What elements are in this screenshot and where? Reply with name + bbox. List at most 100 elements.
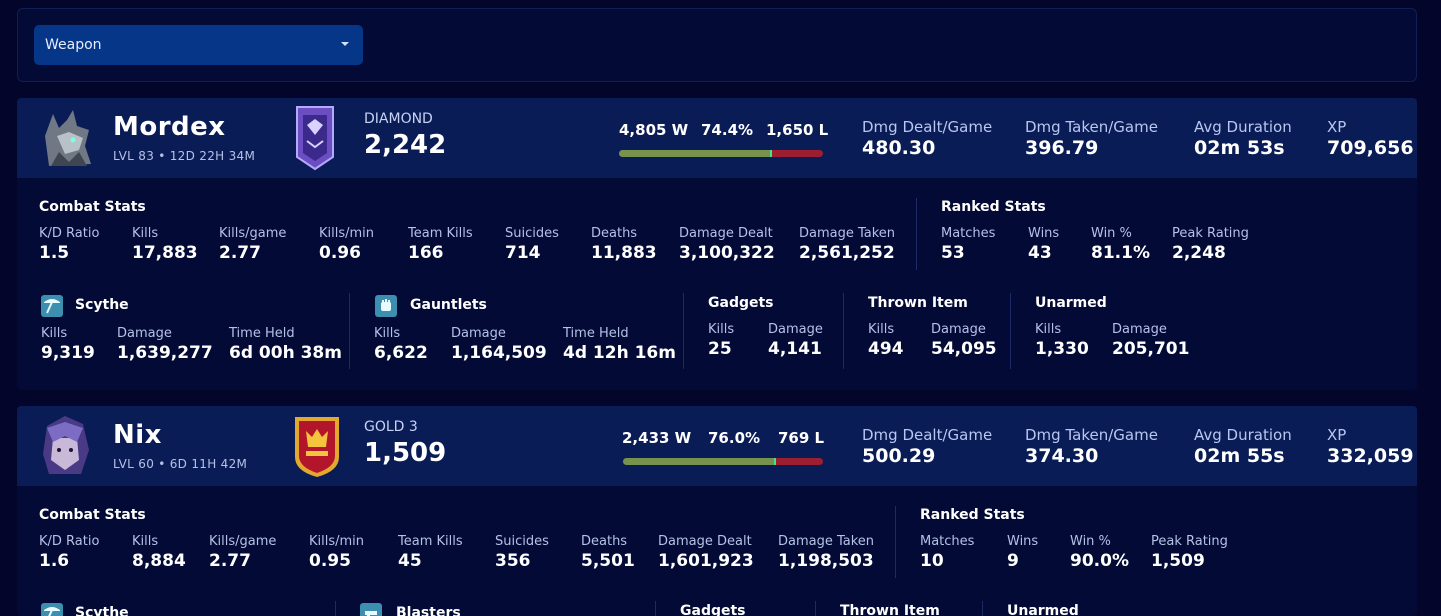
player-card-mordex: Mordex LVL 83 • 12D 22H 34M DIAMOND 2,24…: [17, 98, 1417, 390]
deaths-value: 11,883: [591, 243, 657, 263]
weapon-time-label: Time Held: [563, 326, 629, 341]
scythe-icon: [41, 603, 63, 616]
dmg-taken-game-value: 374.30: [1025, 445, 1099, 467]
player-level: LVL 60 • 6D 11H 42M: [113, 457, 248, 471]
peak-rating-value: 2,248: [1172, 243, 1226, 263]
kills-game-value: 2.77: [219, 243, 261, 263]
player-name: Nix: [113, 420, 162, 450]
peak-rating-label: Peak Rating: [1151, 534, 1228, 549]
weapon-time-label: Time Held: [229, 326, 295, 341]
deaths-label: Deaths: [591, 226, 638, 241]
ranked-stats-title: Ranked Stats: [920, 507, 1025, 523]
unarmed-damage-value: 205,701: [1112, 339, 1190, 359]
gadgets-kills-value: 25: [708, 339, 732, 359]
team-kills-value: 45: [398, 551, 422, 571]
damage-taken-value: 1,198,503: [778, 551, 874, 571]
win-bar-fill: [623, 458, 775, 465]
gauntlets-icon: [375, 295, 397, 317]
diamond-rank-icon: [296, 106, 334, 171]
weapon-damage-label: Damage: [117, 326, 172, 341]
weapon-name: Scythe: [75, 297, 129, 313]
ranked-stats-title: Ranked Stats: [941, 199, 1046, 215]
ranked-wins-value: 9: [1007, 551, 1019, 571]
kd-ratio-label: K/D Ratio: [39, 226, 100, 241]
ranked-wins-label: Wins: [1028, 226, 1060, 241]
damage-taken-value: 2,561,252: [799, 243, 895, 263]
weapon-filter-select[interactable]: Weapon: [34, 25, 363, 65]
player-header: [17, 98, 1417, 178]
weapon-time-value: 4d 12h 16m: [563, 343, 676, 363]
kd-ratio-label: K/D Ratio: [39, 534, 100, 549]
gold-rank-icon: [295, 417, 339, 477]
damage-dealt-value: 3,100,322: [679, 243, 775, 263]
mordex-avatar: [45, 110, 91, 166]
ranked-matches-label: Matches: [920, 534, 975, 549]
dmg-dealt-game-value: 500.29: [862, 445, 936, 467]
weapon-time-value: 6d 00h 38m: [229, 343, 342, 363]
divider: [349, 293, 350, 369]
thrown-item-title: Thrown Item: [868, 295, 968, 311]
nix-avatar: [43, 416, 89, 474]
ranked-matches-value: 10: [920, 551, 944, 571]
ranked-winrate-value: 81.1%: [1091, 243, 1150, 263]
xp-value: 332,059: [1327, 445, 1414, 467]
suicides-value: 356: [495, 551, 531, 571]
player-card-nix: Nix LVL 60 • 6D 11H 42M GOLD 3 1,509 2,4…: [17, 406, 1417, 616]
wins-count: 4,805 W: [619, 121, 689, 139]
thrown-item-title: Thrown Item: [840, 603, 940, 616]
win-bar-marker: [769, 150, 772, 157]
kills-label: Kills: [132, 226, 159, 241]
kills-min-label: Kills/min: [319, 226, 375, 241]
ranked-winrate-label: Win %: [1091, 226, 1132, 241]
avg-duration-label: Avg Duration: [1194, 426, 1292, 444]
divider: [655, 601, 656, 616]
kills-value: 8,884: [132, 551, 186, 571]
thrown-damage-label: Damage: [931, 322, 986, 337]
win-bar-fill: [619, 150, 771, 157]
weapon-name: Blasters: [396, 605, 461, 616]
suicides-label: Suicides: [495, 534, 549, 549]
ranked-matches-label: Matches: [941, 226, 996, 241]
weapon-damage-value: 1,164,509: [451, 343, 547, 363]
kills-game-value: 2.77: [209, 551, 251, 571]
weapon-damage-label: Damage: [451, 326, 506, 341]
divider: [916, 198, 917, 270]
win-loss-bar: [623, 458, 823, 465]
dmg-taken-game-value: 396.79: [1025, 137, 1099, 159]
damage-dealt-label: Damage Dealt: [658, 534, 752, 549]
player-name: Mordex: [113, 112, 226, 142]
thrown-kills-value: 494: [868, 339, 904, 359]
combat-stats-title: Combat Stats: [39, 507, 146, 523]
peak-rating-label: Peak Rating: [1172, 226, 1249, 241]
deaths-label: Deaths: [581, 534, 628, 549]
win-rate: 74.4%: [701, 121, 754, 139]
losses-count: 769 L: [778, 429, 825, 447]
avg-duration-label: Avg Duration: [1194, 118, 1292, 136]
chevron-down-icon: [341, 42, 349, 46]
rank-name: GOLD 3: [364, 419, 418, 435]
divider: [895, 506, 896, 578]
kills-game-label: Kills/game: [219, 226, 287, 241]
xp-label: XP: [1327, 118, 1347, 136]
gadgets-damage-label: Damage: [768, 322, 823, 337]
thrown-kills-label: Kills: [868, 322, 895, 337]
ranked-wins-value: 43: [1028, 243, 1052, 263]
gadgets-damage-value: 4,141: [768, 339, 822, 359]
unarmed-kills-label: Kills: [1035, 322, 1062, 337]
blasters-icon: [360, 603, 382, 616]
dmg-dealt-game-label: Dmg Dealt/Game: [862, 118, 993, 136]
divider: [335, 601, 336, 616]
rank-name: DIAMOND: [364, 111, 433, 127]
rank-rating: 1,509: [364, 438, 447, 468]
player-level: LVL 83 • 12D 22H 34M: [113, 149, 256, 163]
damage-dealt-value: 1,601,923: [658, 551, 754, 571]
dmg-dealt-game-value: 480.30: [862, 137, 936, 159]
ranked-winrate-value: 90.0%: [1070, 551, 1129, 571]
damage-dealt-label: Damage Dealt: [679, 226, 773, 241]
unarmed-kills-value: 1,330: [1035, 339, 1089, 359]
kills-value: 17,883: [132, 243, 198, 263]
kd-ratio-value: 1.6: [39, 551, 70, 571]
win-bar-marker: [774, 458, 776, 465]
weapon-kills-value: 6,622: [374, 343, 428, 363]
deaths-value: 5,501: [581, 551, 635, 571]
